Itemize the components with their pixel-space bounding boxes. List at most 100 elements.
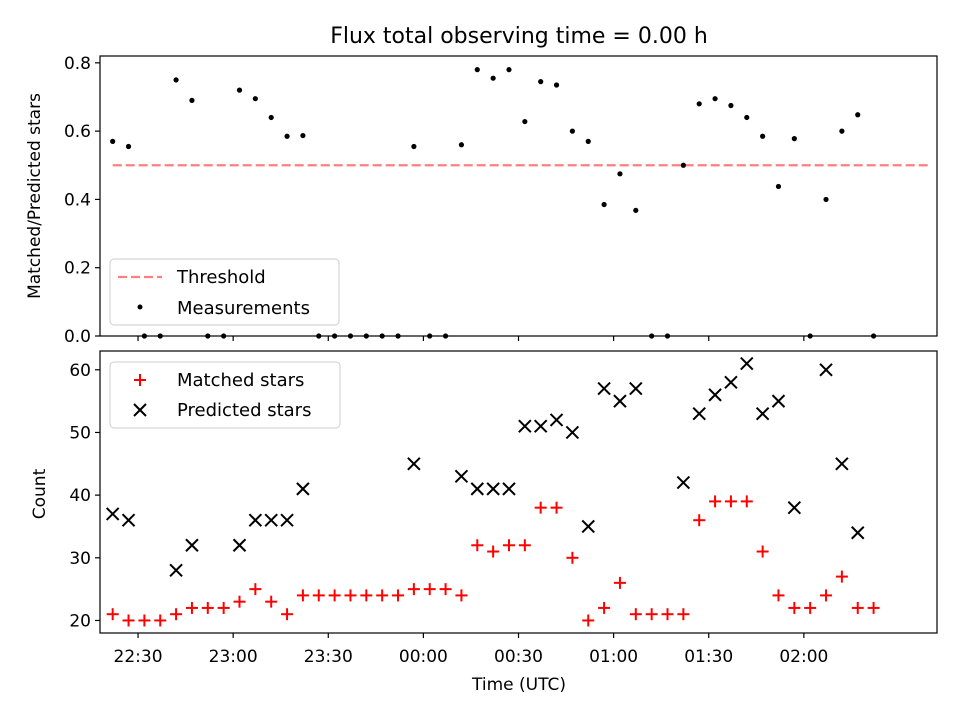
measurement-point	[268, 114, 274, 121]
matched-point	[233, 595, 246, 608]
ratio-y-tick-label: 0.6	[64, 122, 91, 142]
predicted-point	[264, 513, 278, 527]
x-tick-label: 00:30	[494, 647, 543, 667]
matched-point	[629, 608, 642, 621]
matched-point	[661, 608, 674, 621]
count-legend-box	[109, 361, 341, 429]
measurement-point	[411, 143, 417, 150]
predicted-point	[169, 563, 183, 578]
matched-point	[867, 601, 880, 614]
predicted-point	[121, 513, 136, 527]
ratio-y-tick-label: 0.2	[64, 259, 91, 279]
predicted-point	[724, 375, 738, 390]
matched-point	[217, 601, 230, 614]
matched-point	[344, 589, 357, 602]
matched-point	[423, 583, 436, 596]
matched-point	[376, 589, 389, 602]
count-y-tick-label: 50	[69, 423, 91, 443]
ratio-panel-ylabel: Matched/Predicted stars	[25, 93, 45, 299]
measurement-point	[839, 128, 845, 134]
count-y-tick-label: 60	[69, 361, 91, 381]
matched-point	[534, 501, 547, 514]
measurement-point	[823, 196, 829, 203]
x-tick-label: 22:30	[114, 647, 163, 667]
ratio-y-tick-label: 0.0	[64, 327, 91, 347]
matched-point	[518, 539, 531, 552]
measurement-point	[601, 201, 607, 208]
ratio-legend-box	[109, 258, 340, 326]
matched-point	[756, 545, 769, 558]
predicted-point	[819, 363, 833, 377]
measurement-point	[474, 67, 480, 73]
measurement-point	[855, 112, 861, 118]
predicted-point	[613, 394, 627, 408]
matched-point	[296, 589, 309, 602]
matched-point	[138, 614, 151, 627]
matched-point	[154, 614, 167, 627]
measurement-point	[236, 87, 243, 93]
matched-point	[281, 608, 294, 621]
matched-point	[582, 614, 595, 627]
matched-point	[550, 501, 563, 514]
ratio-legend: Threshold Measurements	[109, 258, 340, 326]
x-tick-label: 23:00	[209, 647, 258, 667]
measurement-point	[125, 143, 132, 150]
measurement-point	[553, 82, 560, 88]
matched-point	[772, 589, 785, 602]
measurements-legend-swatch	[137, 304, 143, 310]
measurement-point	[506, 67, 512, 73]
matched-point	[249, 583, 262, 596]
matched-point	[455, 589, 468, 602]
count-y-tick-label: 20	[69, 611, 91, 631]
measurement-point	[538, 79, 544, 85]
predicted-point	[454, 469, 469, 484]
predicted-point	[232, 538, 247, 552]
measurement-point	[728, 102, 734, 109]
measurement-point	[633, 207, 639, 213]
predicted-point	[105, 507, 120, 521]
predicted-point	[407, 457, 421, 471]
predicted-point	[787, 500, 802, 515]
measurement-point	[696, 101, 702, 107]
matched-point	[265, 595, 278, 608]
measurement-point	[617, 171, 623, 177]
matched-legend-label: Matched stars	[177, 370, 304, 391]
predicted-point	[597, 381, 611, 396]
predicted-point	[771, 394, 786, 408]
predicted-point	[518, 419, 532, 433]
x-tick-label: 00:00	[399, 647, 448, 667]
matched-point	[439, 583, 452, 596]
matched-point	[788, 601, 801, 614]
predicted-point	[565, 425, 580, 440]
matched-point	[487, 545, 500, 558]
matched-point	[201, 601, 214, 614]
measurements-legend-label: Measurements	[177, 298, 310, 319]
measurement-point	[791, 136, 797, 142]
predicted-point	[708, 388, 722, 402]
matched-point	[312, 589, 325, 602]
predicted-point	[280, 513, 294, 527]
measurement-point	[680, 162, 686, 168]
count-y-tick-label: 40	[69, 486, 91, 506]
measurement-point	[490, 75, 496, 81]
matched-point	[502, 539, 515, 552]
threshold-legend-label: Threshold	[176, 267, 266, 288]
matched-point	[170, 608, 183, 621]
x-axis-label: Time (UTC)	[471, 675, 566, 695]
measurement-point	[110, 138, 116, 144]
matched-point	[835, 570, 848, 583]
predicted-point	[248, 513, 263, 527]
measurement-point	[522, 118, 528, 125]
matched-point	[740, 495, 753, 508]
predicted-point	[740, 356, 754, 371]
predicted-legend-label: Predicted stars	[177, 400, 311, 421]
predicted-point	[470, 482, 484, 496]
matched-point	[645, 608, 658, 621]
ratio-y-tick-label: 0.4	[64, 190, 91, 210]
x-tick-label: 02:00	[779, 647, 828, 667]
matched-point	[693, 514, 706, 527]
matched-point	[851, 601, 864, 614]
predicted-point	[185, 538, 199, 552]
count-legend: Matched stars Predicted stars	[109, 361, 341, 429]
